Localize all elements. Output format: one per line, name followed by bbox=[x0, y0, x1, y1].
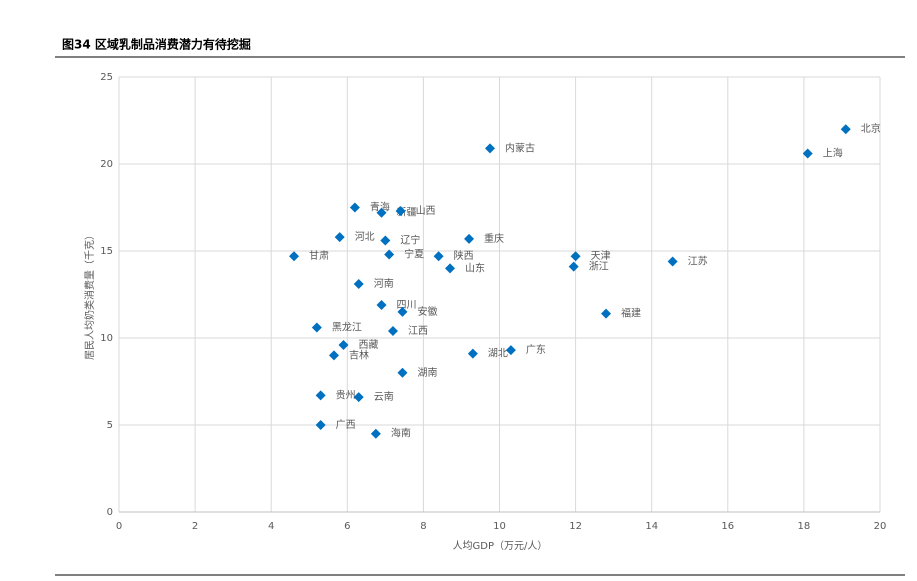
point bbox=[376, 207, 387, 218]
x-tick-label: 6 bbox=[344, 521, 350, 532]
x-tick-label: 10 bbox=[493, 521, 506, 532]
point bbox=[802, 148, 813, 159]
point bbox=[338, 339, 349, 350]
point bbox=[376, 299, 387, 310]
x-tick-label: 14 bbox=[645, 521, 658, 532]
point-label: 陕西 bbox=[454, 249, 474, 262]
point-label: 浙江 bbox=[589, 261, 609, 273]
point bbox=[334, 232, 345, 243]
point bbox=[315, 390, 326, 401]
y-tick-label: 20 bbox=[100, 159, 113, 170]
point bbox=[464, 233, 475, 244]
point-label: 辽宁 bbox=[400, 234, 420, 247]
point-label: 福建 bbox=[621, 307, 641, 320]
point-label: 天津 bbox=[591, 250, 611, 262]
point-label: 湖北 bbox=[488, 348, 508, 360]
point bbox=[397, 306, 408, 317]
point-label: 上海 bbox=[823, 147, 843, 160]
point bbox=[397, 367, 408, 378]
point-label: 甘肃 bbox=[309, 249, 329, 262]
y-tick-label: 5 bbox=[107, 420, 113, 431]
point bbox=[349, 202, 360, 213]
point-label: 吉林 bbox=[349, 348, 369, 361]
y-tick-label: 25 bbox=[100, 72, 113, 83]
point-label: 山西 bbox=[416, 205, 436, 217]
point bbox=[353, 392, 364, 403]
y-tick-label: 15 bbox=[100, 246, 113, 257]
point-label: 青海 bbox=[370, 201, 390, 214]
point-label: 四川 bbox=[397, 300, 417, 311]
x-tick-label: 0 bbox=[116, 521, 122, 532]
x-tick-label: 2 bbox=[192, 521, 198, 532]
point bbox=[395, 205, 406, 216]
point-label: 黑龙江 bbox=[332, 321, 362, 334]
x-axis-label: 人均GDP（万元/人） bbox=[453, 540, 548, 552]
point-label: 湖南 bbox=[417, 366, 437, 379]
point-label: 贵州 bbox=[336, 388, 356, 401]
point bbox=[568, 261, 579, 272]
point bbox=[370, 428, 381, 439]
point-label: 江西 bbox=[408, 325, 428, 337]
point bbox=[384, 249, 395, 260]
point bbox=[505, 345, 516, 356]
point bbox=[353, 279, 364, 290]
point bbox=[840, 124, 851, 135]
point-label: 云南 bbox=[374, 390, 394, 403]
point bbox=[328, 350, 339, 361]
x-tick-label: 8 bbox=[420, 521, 426, 532]
point-label: 重庆 bbox=[484, 232, 504, 245]
x-tick-label: 20 bbox=[874, 521, 887, 532]
point bbox=[601, 308, 612, 319]
point-label: 安徽 bbox=[417, 305, 437, 318]
point bbox=[445, 263, 456, 274]
point bbox=[387, 326, 398, 337]
point-label: 江苏 bbox=[688, 254, 708, 267]
point-label: 山东 bbox=[465, 261, 485, 274]
point-label: 海南 bbox=[391, 427, 411, 440]
y-axis-label: 居民人均奶类消费量（千克） bbox=[83, 230, 96, 360]
point bbox=[433, 251, 444, 262]
point-label: 广西 bbox=[336, 419, 356, 431]
point bbox=[570, 251, 581, 262]
point bbox=[311, 322, 322, 333]
point bbox=[667, 256, 678, 267]
point bbox=[289, 251, 300, 262]
point-label: 广东 bbox=[526, 343, 546, 356]
point-label: 内蒙古 bbox=[505, 141, 535, 154]
chart-title: 图34 区域乳制品消费潜力有待挖掘 bbox=[62, 37, 251, 52]
x-tick-label: 18 bbox=[798, 521, 811, 532]
point-label: 河南 bbox=[374, 277, 394, 290]
y-tick-label: 10 bbox=[100, 333, 113, 344]
point bbox=[315, 420, 326, 430]
point bbox=[467, 348, 478, 359]
point-label: 河北 bbox=[355, 231, 375, 243]
point bbox=[484, 143, 495, 154]
x-tick-label: 16 bbox=[721, 521, 734, 532]
point-label: 宁夏 bbox=[404, 247, 424, 260]
point bbox=[380, 235, 391, 246]
x-tick-label: 12 bbox=[569, 521, 582, 532]
x-tick-label: 4 bbox=[268, 521, 274, 532]
point-label: 北京 bbox=[861, 122, 881, 135]
point-label: 西藏 bbox=[358, 339, 378, 351]
y-tick-label: 0 bbox=[107, 507, 113, 518]
